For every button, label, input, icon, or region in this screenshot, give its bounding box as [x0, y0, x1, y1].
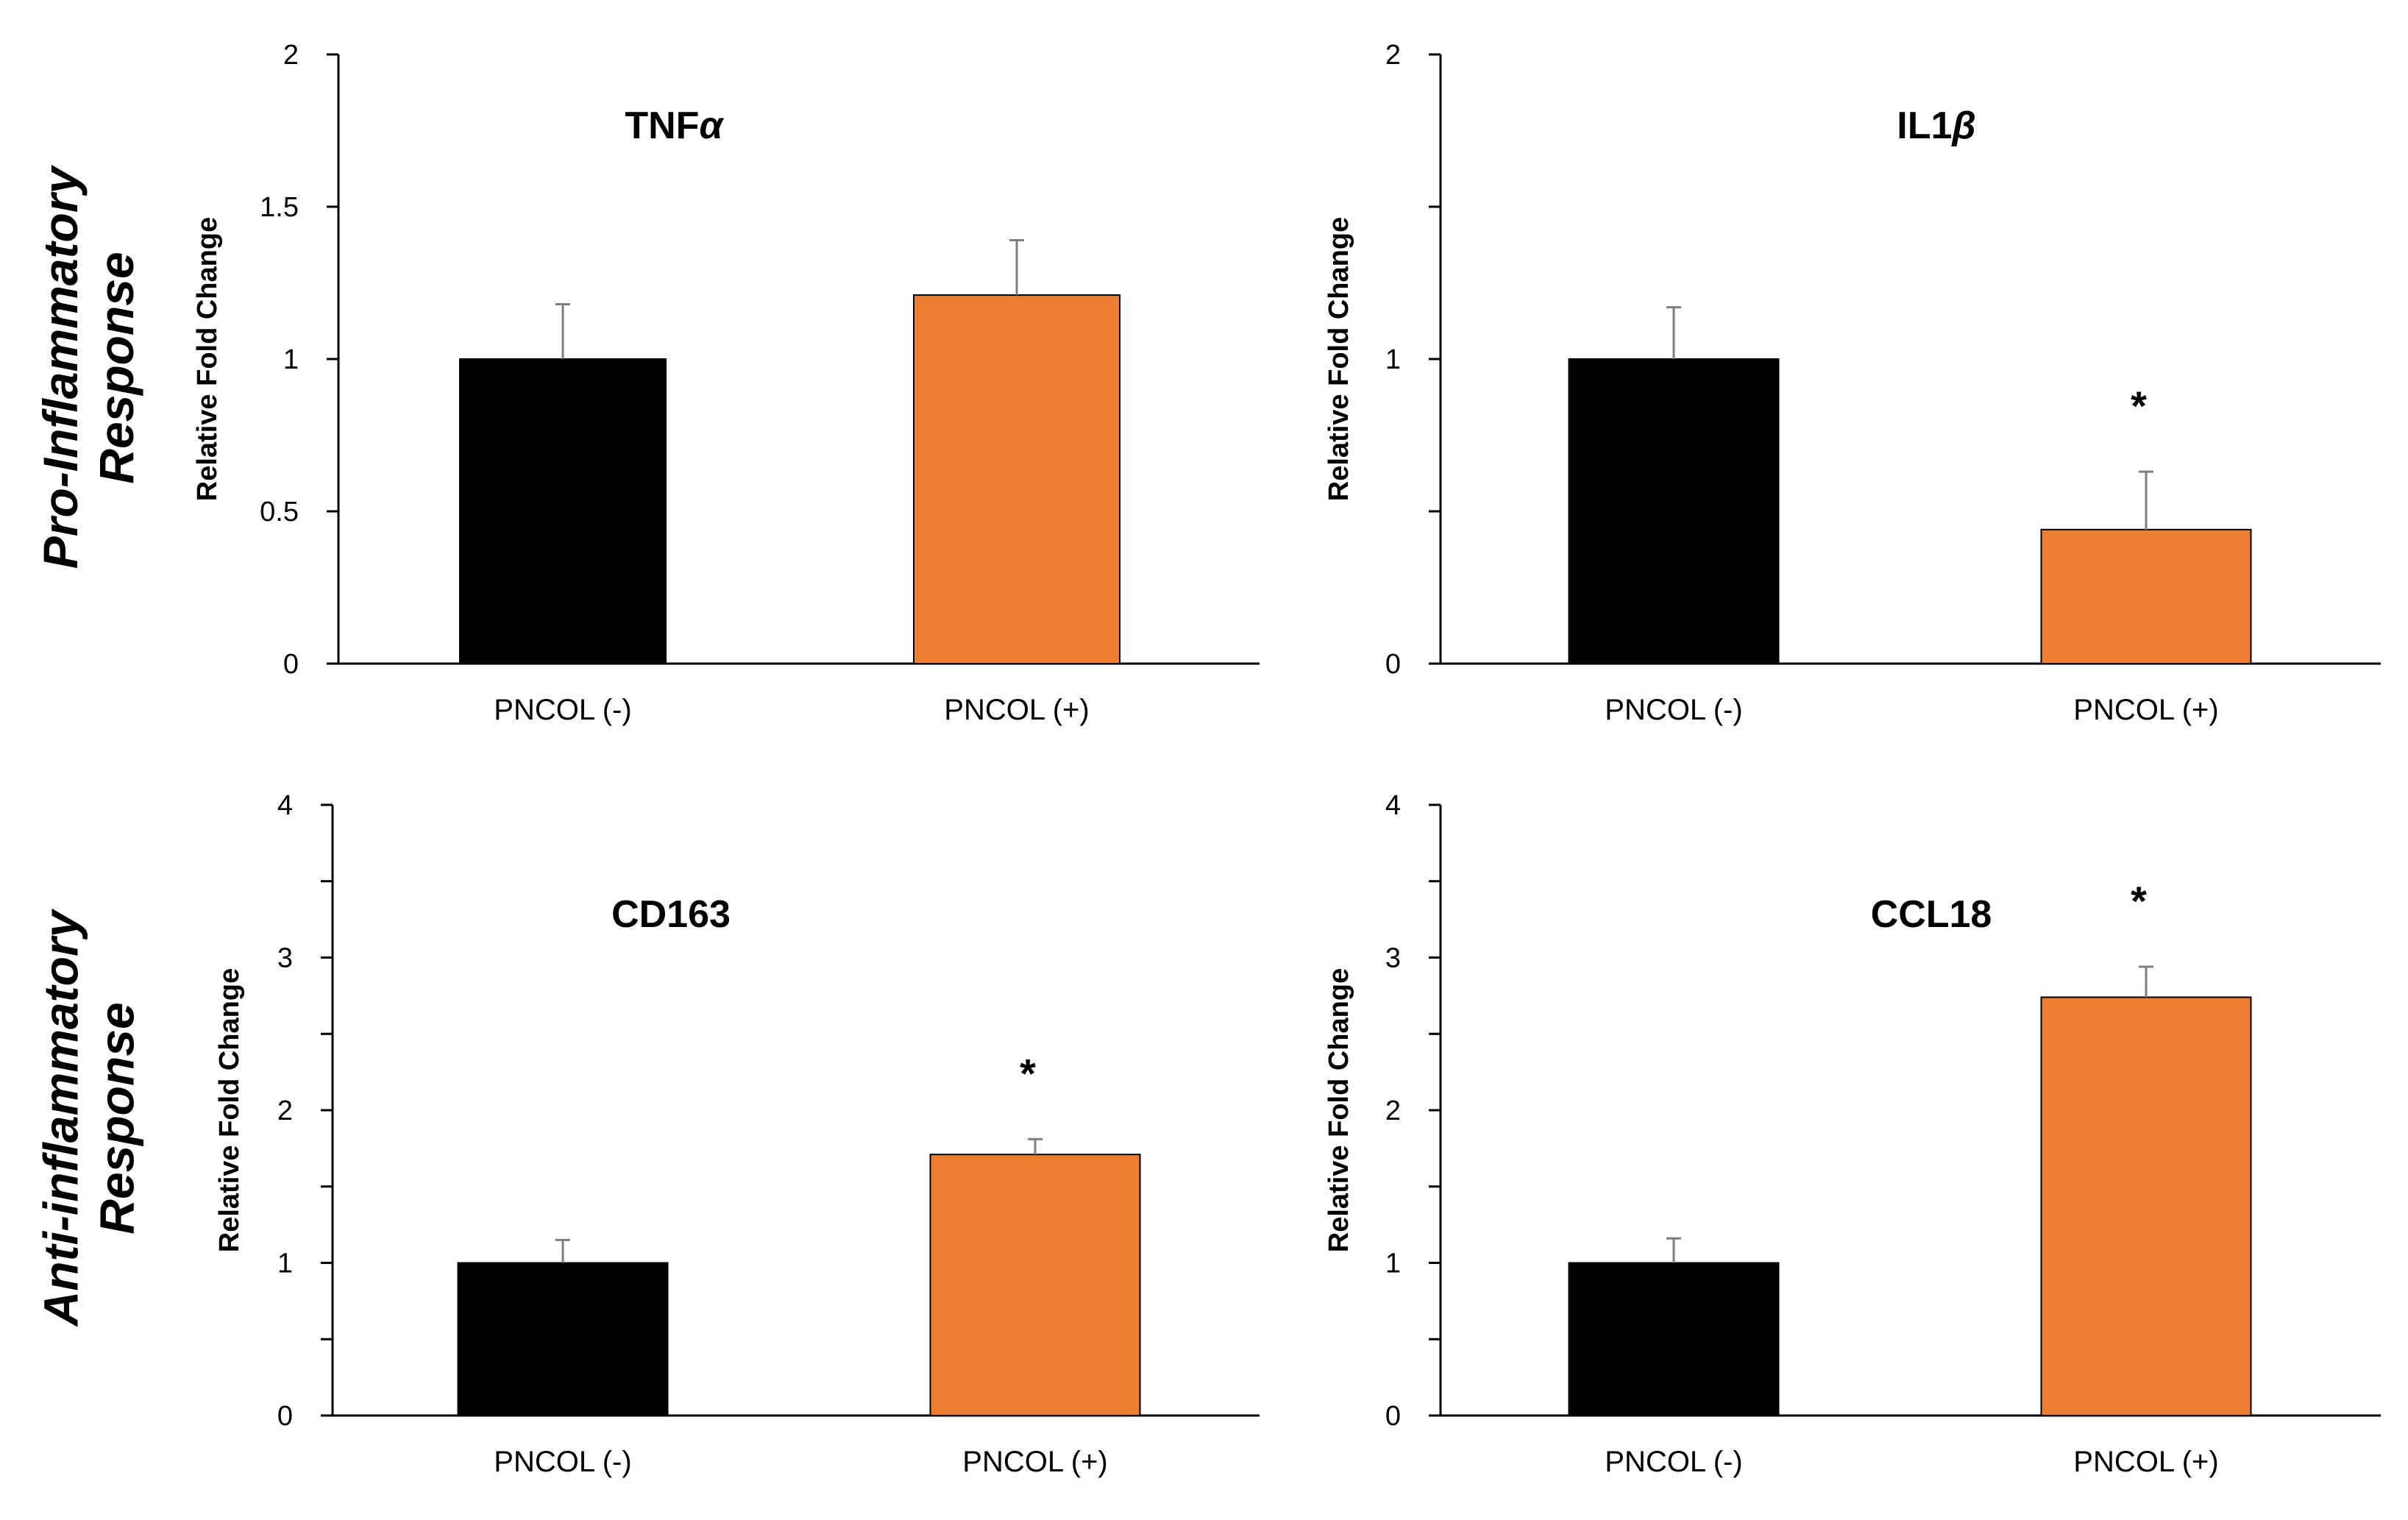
y-tick-label: 2: [277, 1095, 293, 1126]
significance-star: *: [1020, 1050, 1036, 1096]
chart-title-symbol: β: [1950, 104, 1975, 147]
bar: [929, 1154, 1141, 1417]
y-tick-label: 1: [277, 1249, 293, 1279]
x-tick-label: PNCOL (+): [944, 694, 1089, 726]
bar: [2040, 996, 2252, 1416]
significance-star: *: [2131, 878, 2147, 924]
y-tick-label: 4: [1385, 790, 1401, 821]
bar: [1568, 358, 1780, 664]
x-tick-label: PNCOL (+): [2073, 1446, 2218, 1478]
chart-title: IL1β: [1897, 104, 1975, 147]
y-tick-label: 1: [1385, 344, 1401, 375]
y-tick-label: 4: [277, 790, 293, 821]
y-tick-label: 0: [1385, 1401, 1401, 1432]
x-tick-label: PNCOL (-): [1605, 694, 1742, 726]
chart-title: TNFα: [625, 104, 725, 147]
y-axis-label: Relative Fold Change: [214, 968, 245, 1252]
y-tick-label: 2: [283, 40, 299, 71]
y-tick-label: 0: [1385, 649, 1401, 680]
chart-title-text: TNF: [625, 104, 699, 147]
y-tick-label: 3: [1385, 943, 1401, 974]
bar: [1568, 1262, 1780, 1416]
chart-title: CD163: [611, 893, 731, 936]
y-axis-label: Relative Fold Change: [192, 217, 223, 501]
y-tick-label: 0: [277, 1401, 293, 1432]
y-tick-label: 1.5: [260, 192, 299, 223]
x-tick-label: PNCOL (+): [2073, 694, 2218, 726]
chart-title-text: CD163: [611, 893, 731, 936]
bar: [457, 1262, 669, 1416]
y-tick-label: 2: [1385, 40, 1401, 71]
y-tick-label: 1: [1385, 1249, 1401, 1279]
chart-title-text: IL1: [1897, 104, 1952, 147]
x-tick-label: PNCOL (-): [494, 694, 631, 726]
x-tick-label: PNCOL (-): [494, 1446, 631, 1478]
chart-title: CCL18: [1871, 893, 1992, 936]
bar: [459, 358, 667, 664]
y-tick-label: 1: [283, 344, 299, 375]
chart-panel-1: 0 0.5 1 1.5 2 Relative Fold Change TNFα PNCOL (…: [192, 40, 1260, 726]
significance-star: *: [2131, 383, 2147, 429]
y-axis-label: Relative Fold Change: [1324, 968, 1354, 1252]
y-tick-label: 0.5: [260, 497, 299, 528]
chart-panel-2: 0 1 2 Relative Fold Change IL1β PNCOL (-) * PNC…: [1324, 40, 2381, 726]
chart-title-symbol: α: [699, 104, 725, 147]
x-tick-label: PNCOL (-): [1605, 1446, 1742, 1478]
y-tick-label: 3: [277, 943, 293, 974]
y-tick-label: 0: [283, 649, 299, 680]
chart-title-text: CCL18: [1871, 893, 1992, 936]
chart-panel-4: 0 1 2 3 4 Relative Fold Change CCL18 PNCOL (-) *…: [1324, 790, 2381, 1478]
bar: [2040, 528, 2252, 665]
bar: [913, 294, 1120, 664]
x-tick-label: PNCOL (+): [962, 1446, 1107, 1478]
chart-panel-3: 0 1 2 3 4 Relative Fold Change CD163 PNCOL (-) *…: [214, 790, 1260, 1478]
y-tick-label: 2: [1385, 1095, 1401, 1126]
y-axis-label: Relative Fold Change: [1324, 217, 1354, 501]
